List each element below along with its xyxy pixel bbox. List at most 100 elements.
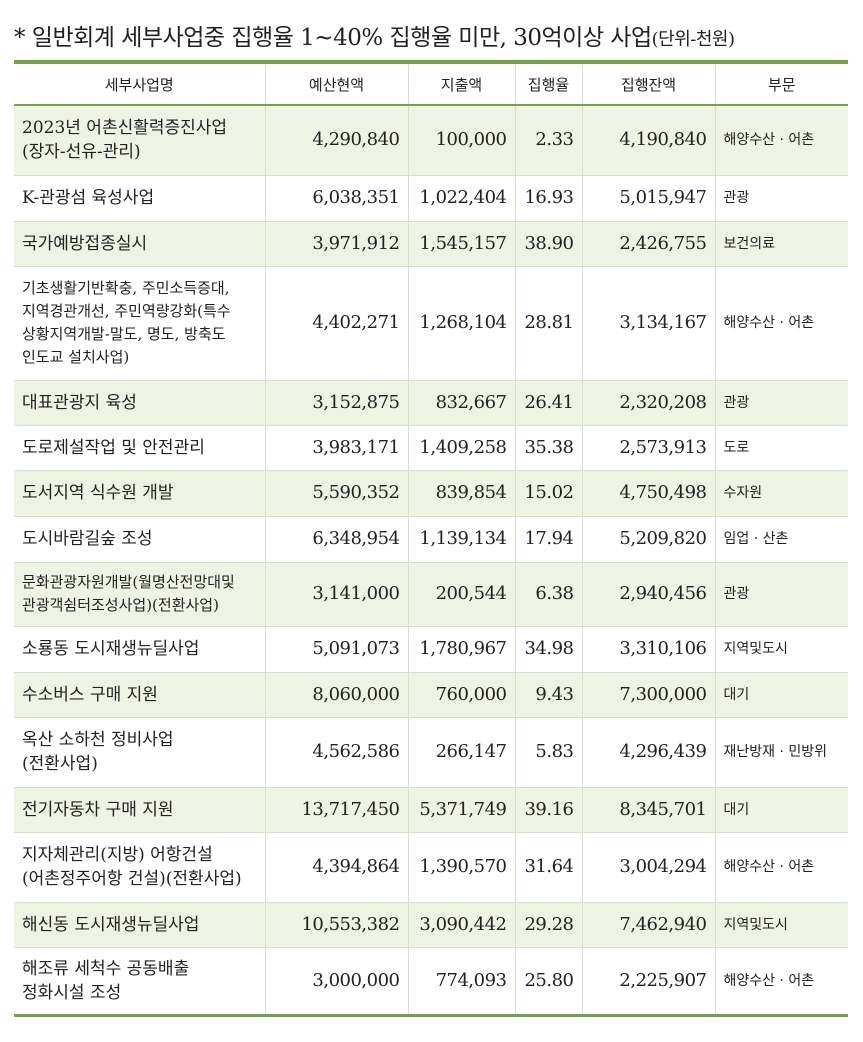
remain-cell: 3,004,294: [581, 832, 716, 903]
remain-cell: 3,310,106: [581, 626, 716, 673]
rate-cell: 16.93: [514, 175, 583, 222]
header-remain: 집행잔액: [581, 62, 716, 106]
budget-cell: 3,971,912: [264, 221, 409, 267]
table-row: 수소버스 구매 지원 8,060,000 760,000 9.43 7,300,000 대…: [14, 672, 848, 718]
sector-cell: 해양수산 · 어촌: [714, 832, 848, 903]
project-name: 지자체관리(지방) 어항건설 (어촌정주어항 건설)(전환사업): [14, 832, 266, 903]
table-row: 도로제설작업 및 안전관리 3,983,171 1,409,258 35.38 2,57…: [14, 425, 848, 471]
table-row: 옥산 소하천 정비사업 (전환사업) 4,562,586 266,147 5.83 4,…: [14, 717, 848, 788]
budget-cell: 6,038,351: [264, 175, 409, 222]
budget-cell: 6,348,954: [264, 516, 409, 563]
sector-cell: 수자원: [714, 470, 848, 517]
table-row: 해신동 도시재생뉴딜사업 10,553,382 3,090,442 29.28 7,46…: [14, 902, 848, 948]
rate-cell: 38.90: [514, 221, 583, 267]
header-name: 세부사업명: [14, 62, 266, 106]
spent-cell: 1,139,134: [407, 516, 516, 563]
table-row: 2023년 어촌신활력증진사업 (장자-선유-관리) 4,290,840 100,0…: [14, 105, 848, 176]
rate-cell: 31.64: [514, 832, 583, 903]
sector-cell: 대기: [714, 672, 848, 718]
remain-cell: 8,345,701: [581, 787, 716, 833]
rate-cell: 39.16: [514, 787, 583, 833]
rate-cell: 2.33: [514, 105, 583, 176]
spent-cell: 3,090,442: [407, 902, 516, 948]
sector-cell: 재난방재 · 민방위: [714, 717, 848, 788]
page-title: * 일반회계 세부사업중 집행율 1~40% 집행율 미만, 30억이상 사업(…: [14, 18, 735, 52]
sector-cell: 해양수산 · 어촌: [714, 266, 848, 381]
budget-cell: 3,141,000: [264, 562, 409, 627]
project-name: 국가예방접종실시: [14, 221, 266, 267]
remain-cell: 7,300,000: [581, 672, 716, 718]
header-sector: 부문: [714, 62, 848, 106]
table-row: 대표관광지 육성 3,152,875 832,667 26.41 2,320,208 관광: [14, 380, 848, 426]
spent-cell: 1,390,570: [407, 832, 516, 903]
sector-cell: 관광: [714, 175, 848, 222]
sector-cell: 임업 · 산촌: [714, 516, 848, 563]
remain-cell: 4,190,840: [581, 105, 716, 176]
rate-cell: 9.43: [514, 672, 583, 718]
spent-cell: 774,093: [407, 947, 516, 1016]
spent-cell: 266,147: [407, 717, 516, 788]
header-row: 세부사업명 예산현액 지출액 집행율 집행잔액 부문: [14, 62, 848, 106]
table-row: 문화관광자원개발(월명산전망대및 관광객쉼터조성사업)(전환사업) 3,141,0…: [14, 562, 848, 627]
table-row: 소룡동 도시재생뉴딜사업 5,091,073 1,780,967 34.98 3,310…: [14, 626, 848, 673]
rate-cell: 15.02: [514, 470, 583, 517]
project-name: 도시바람길숲 조성: [14, 516, 266, 563]
table-row: 도시바람길숲 조성 6,348,954 1,139,134 17.94 5,209,82…: [14, 516, 848, 563]
budget-cell: 10,553,382: [264, 902, 409, 948]
table-row: K-관광섬 육성사업 6,038,351 1,022,404 16.93 5,015,9…: [14, 175, 848, 222]
spent-cell: 5,371,749: [407, 787, 516, 833]
table-body: 2023년 어촌신활력증진사업 (장자-선유-관리) 4,290,840 100,0…: [14, 105, 848, 1016]
project-name: 해신동 도시재생뉴딜사업: [14, 902, 266, 948]
unit-note: (단위-천원): [651, 29, 735, 50]
project-name: 도서지역 식수원 개발: [14, 470, 266, 517]
rate-cell: 25.80: [514, 947, 583, 1016]
remain-cell: 3,134,167: [581, 266, 716, 381]
sector-cell: 지역및도시: [714, 626, 848, 673]
spent-cell: 1,022,404: [407, 175, 516, 222]
sector-cell: 관광: [714, 562, 848, 627]
rate-cell: 26.41: [514, 380, 583, 426]
budget-cell: 3,000,000: [264, 947, 409, 1016]
rate-cell: 35.38: [514, 425, 583, 471]
rate-cell: 28.81: [514, 266, 583, 381]
project-name: 대표관광지 육성: [14, 380, 266, 426]
table-row: 지자체관리(지방) 어항건설 (어촌정주어항 건설)(전환사업) 4,394,86…: [14, 832, 848, 903]
remain-cell: 2,320,208: [581, 380, 716, 426]
sector-cell: 해양수산 · 어촌: [714, 105, 848, 176]
project-name: 2023년 어촌신활력증진사업 (장자-선유-관리): [14, 105, 266, 176]
sector-cell: 도로: [714, 425, 848, 471]
project-name: 기초생활기반확충, 주민소득증대, 지역경관개선, 주민역량강화(특수 상황지역…: [14, 266, 266, 381]
sector-cell: 대기: [714, 787, 848, 833]
spent-cell: 760,000: [407, 672, 516, 718]
rate-cell: 34.98: [514, 626, 583, 673]
table-row: 기초생활기반확충, 주민소득증대, 지역경관개선, 주민역량강화(특수 상황지역…: [14, 266, 848, 381]
spent-cell: 1,409,258: [407, 425, 516, 471]
table-row: 전기자동차 구매 지원 13,717,450 5,371,749 39.16 8,345…: [14, 787, 848, 833]
project-name: 도로제설작업 및 안전관리: [14, 425, 266, 471]
remain-cell: 2,426,755: [581, 221, 716, 267]
budget-cell: 4,394,864: [264, 832, 409, 903]
budget-cell: 5,590,352: [264, 470, 409, 517]
spent-cell: 1,545,157: [407, 221, 516, 267]
spent-cell: 200,544: [407, 562, 516, 627]
budget-cell: 4,402,271: [264, 266, 409, 381]
remain-cell: 5,015,947: [581, 175, 716, 222]
remain-cell: 2,573,913: [581, 425, 716, 471]
project-name: 전기자동차 구매 지원: [14, 787, 266, 833]
spent-cell: 1,268,104: [407, 266, 516, 381]
table-row: 국가예방접종실시 3,971,912 1,545,157 38.90 2,426,755…: [14, 221, 848, 267]
rate-cell: 6.38: [514, 562, 583, 627]
budget-cell: 3,983,171: [264, 425, 409, 471]
remain-cell: 7,462,940: [581, 902, 716, 948]
project-name: 소룡동 도시재생뉴딜사업: [14, 626, 266, 673]
header-rate: 집행율: [514, 62, 583, 106]
remain-cell: 4,750,498: [581, 470, 716, 517]
table-row: 도서지역 식수원 개발 5,590,352 839,854 15.02 4,750,49…: [14, 470, 848, 517]
spent-cell: 839,854: [407, 470, 516, 517]
project-name: 수소버스 구매 지원: [14, 672, 266, 718]
remain-cell: 4,296,439: [581, 717, 716, 788]
spent-cell: 1,780,967: [407, 626, 516, 673]
project-name: K-관광섬 육성사업: [14, 175, 266, 222]
remain-cell: 2,940,456: [581, 562, 716, 627]
rate-cell: 5.83: [514, 717, 583, 788]
